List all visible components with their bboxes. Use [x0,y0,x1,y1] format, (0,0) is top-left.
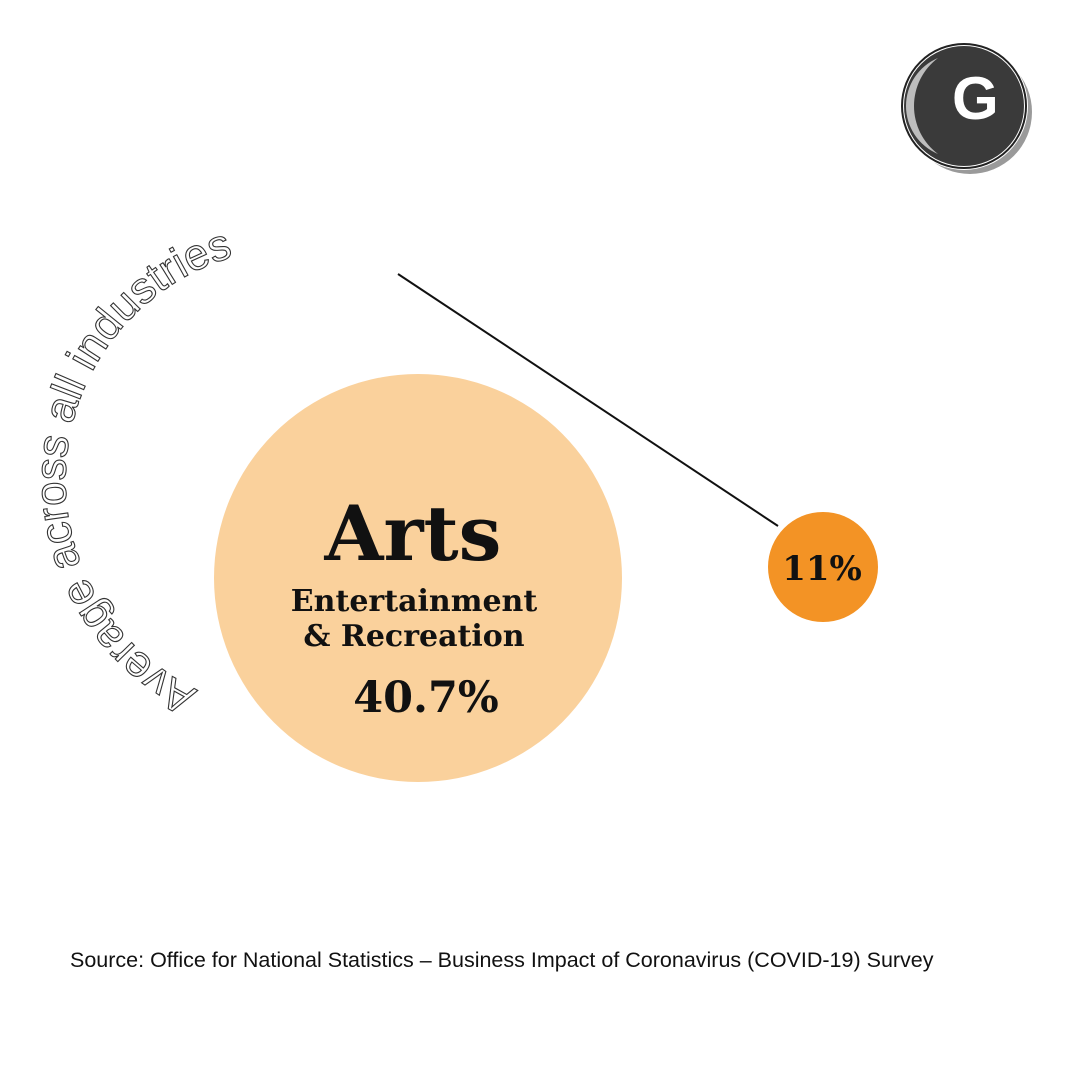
arts-subtitle-line2: & Recreation [303,619,524,654]
connector-line [397,273,779,527]
average-bubble [768,512,878,622]
arts-subtitle-line1: Entertainment [291,584,538,619]
average-value-label: 11% [782,549,862,589]
average-arc-label: Average across all industries [26,219,237,724]
arts-title: Arts [324,489,502,578]
arts-bubble [214,374,622,782]
g-logo: G [898,40,1038,180]
average-arc-text: Average across all industries [26,219,238,725]
source-note: Source: Office for National Statistics –… [70,948,934,972]
arts-value-label: 40.7% [353,673,499,723]
g-logo-icon [900,42,1032,174]
g-logo-letter: G [952,65,999,132]
